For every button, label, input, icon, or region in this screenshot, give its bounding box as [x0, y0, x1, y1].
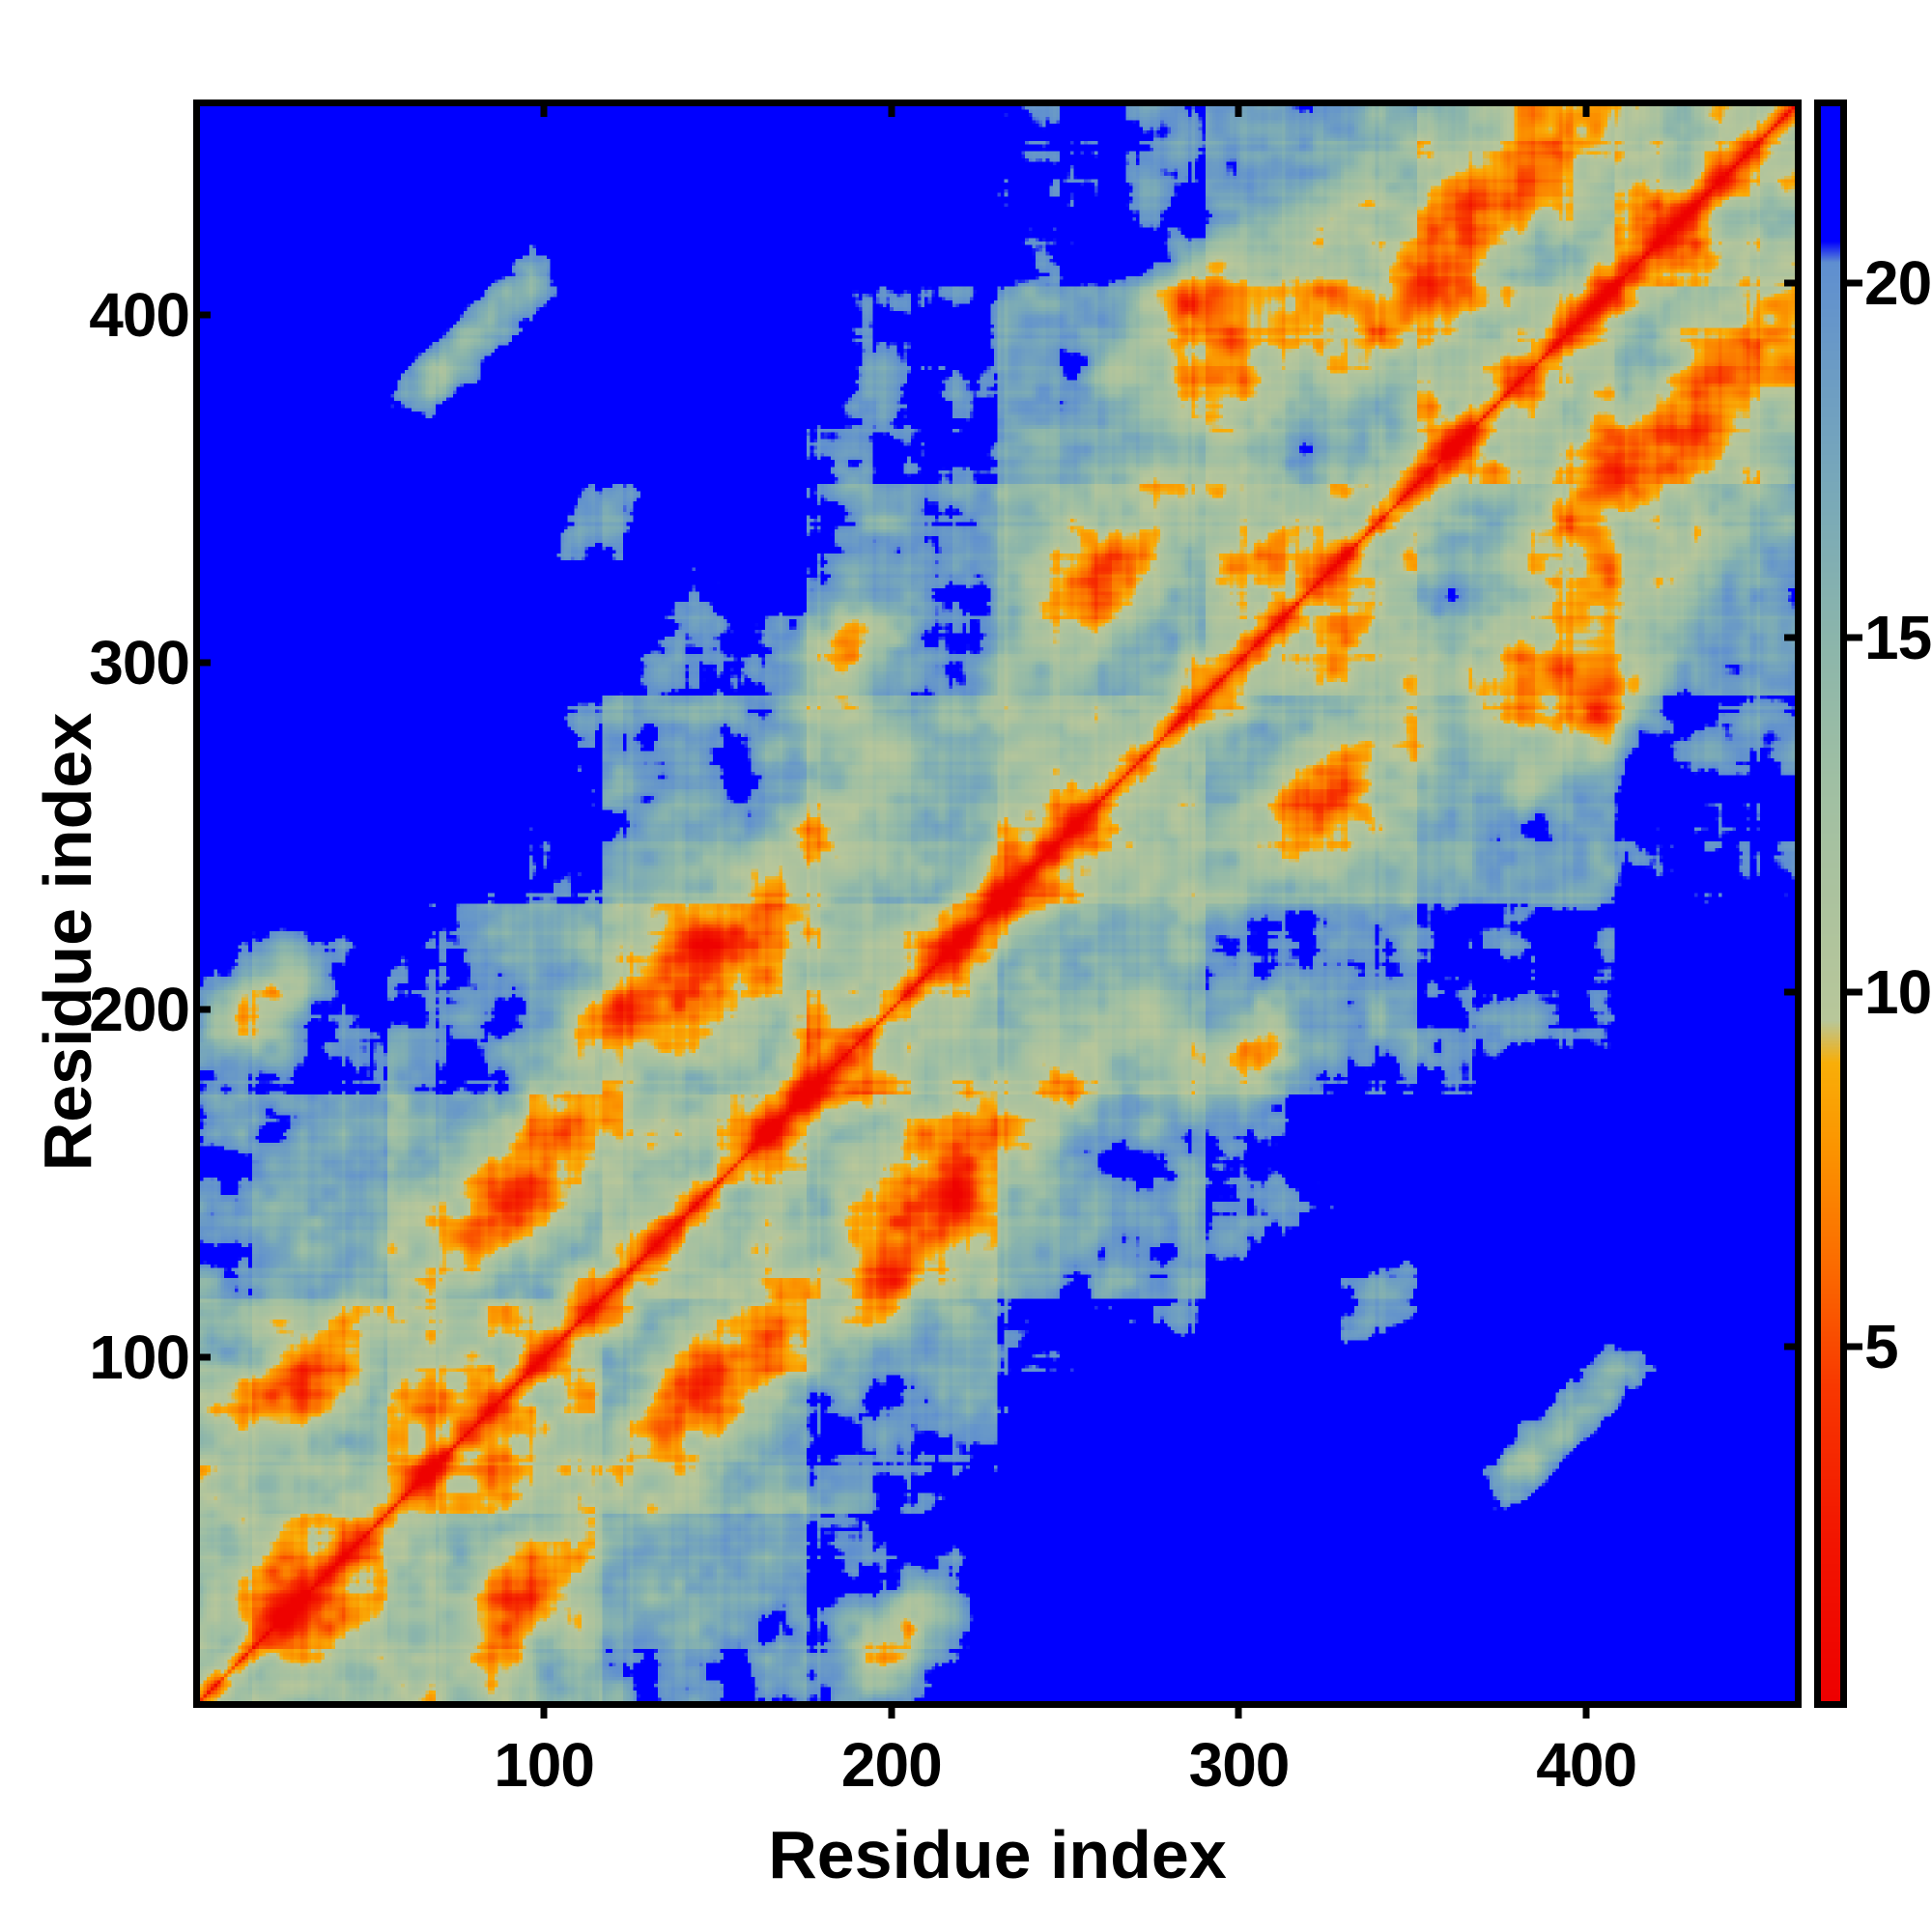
colorbar-tick-mark	[1847, 634, 1862, 641]
x-axis-tick-label: 400	[1536, 1730, 1637, 1800]
colorbar-tick-mark	[1847, 1343, 1862, 1350]
plot-frame-right-tick	[1784, 1343, 1802, 1350]
plot-frame-right-tick	[1784, 279, 1802, 287]
y-axis-title: Residue index	[30, 712, 105, 1172]
colorbar-gradient	[1821, 106, 1840, 1701]
x-axis-tick-mark	[1582, 1701, 1590, 1719]
colorbar-tick-label: 15	[1864, 603, 1932, 673]
colorbar-tick-label: 10	[1864, 957, 1932, 1028]
plot-frame-top-tick	[1582, 99, 1590, 117]
x-axis-tick-label: 200	[840, 1730, 943, 1800]
colorbar-tick-label: 20	[1864, 248, 1932, 319]
x-axis-tick-mark	[888, 1701, 895, 1719]
x-axis-tick-mark	[1235, 1701, 1242, 1719]
y-axis-tick-mark	[193, 311, 211, 319]
y-axis-tick-label-group: 100 200 300 400	[0, 0, 190, 1932]
plot-frame-right-tick	[1784, 634, 1802, 641]
plot-frame-top-tick	[540, 99, 548, 117]
colorbar-tick-label: 5	[1864, 1312, 1899, 1382]
x-axis-tick-mark	[540, 1701, 548, 1719]
y-axis-tick-label: 200	[89, 975, 190, 1045]
x-axis-tick-label: 300	[1188, 1730, 1291, 1800]
heatmap-plot-area	[193, 99, 1802, 1708]
x-axis-title: Residue index	[768, 1817, 1227, 1892]
plot-frame-right-tick	[1784, 988, 1802, 996]
heatmap-canvas	[200, 106, 1795, 1701]
colorbar	[1814, 99, 1847, 1708]
y-axis-tick-label: 100	[89, 1321, 190, 1392]
y-axis-tick-mark	[193, 1006, 211, 1013]
colorbar-tick-mark	[1847, 988, 1862, 996]
colorbar-tick-mark	[1847, 279, 1862, 287]
y-axis-tick-label: 400	[89, 279, 190, 350]
plot-frame-top-tick	[1235, 99, 1242, 117]
y-axis-tick-mark	[193, 659, 211, 666]
plot-frame-top-tick	[888, 99, 895, 117]
y-axis-tick-label: 300	[89, 627, 190, 697]
y-axis-tick-mark	[193, 1353, 211, 1361]
x-axis-tick-label: 100	[494, 1730, 595, 1800]
